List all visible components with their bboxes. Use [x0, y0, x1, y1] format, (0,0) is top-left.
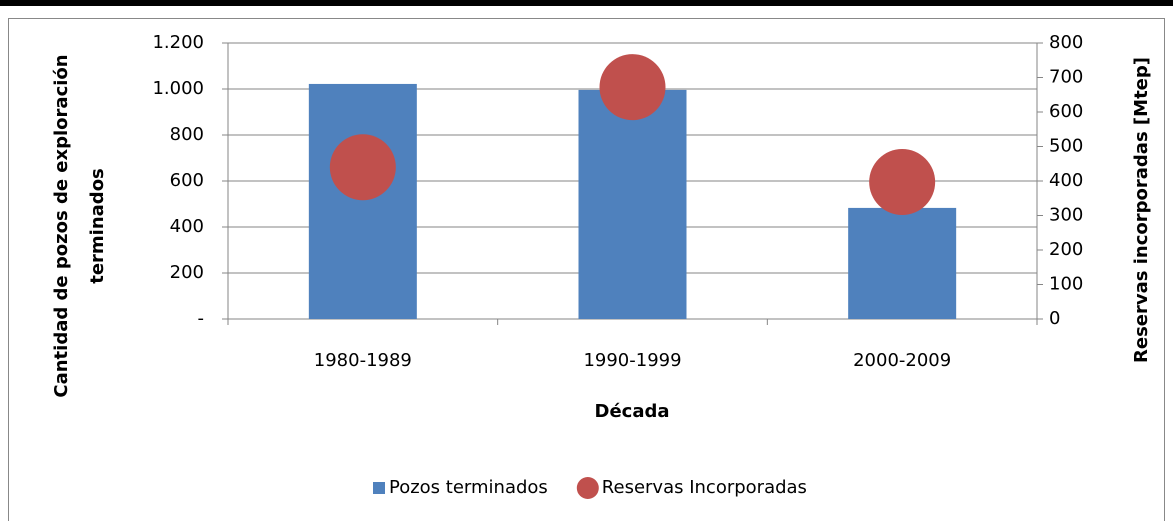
dot: [329, 134, 396, 201]
y2-tick-label: 200: [1049, 239, 1083, 260]
bar: [308, 83, 417, 319]
y-axis-title: Cantidad de pozos de exploración: [51, 54, 72, 397]
x-tick-label: 1990-1999: [583, 350, 681, 371]
legend-swatch: [373, 482, 385, 494]
y2-tick-label: 0: [1049, 308, 1060, 329]
bar: [848, 207, 957, 319]
dot: [869, 149, 936, 216]
legend-swatch: [576, 477, 599, 499]
x-tick-label: 1980-1989: [314, 350, 412, 371]
y2-tick-label: 500: [1049, 136, 1083, 157]
y-tick-label: 200: [170, 262, 204, 283]
y2-tick-label: 300: [1049, 205, 1083, 226]
x-axis-title: Década: [595, 401, 670, 422]
legend-label: Pozos terminados: [389, 477, 548, 498]
y2-tick-label: 400: [1049, 170, 1083, 191]
legend-label: Reservas Incorporadas: [602, 477, 807, 498]
y-axis-title: terminados: [87, 168, 108, 284]
y-tick-label: -: [198, 308, 205, 329]
y2-tick-label: 800: [1049, 32, 1083, 53]
y-tick-label: 1.000: [152, 78, 204, 99]
y-tick-label: 1.200: [152, 32, 204, 53]
y2-tick-label: 100: [1049, 274, 1083, 295]
bar: [578, 89, 687, 319]
y-tick-label: 400: [170, 216, 204, 237]
y-tick-label: 600: [170, 170, 204, 191]
y2-tick-label: 600: [1049, 101, 1083, 122]
y2-axis-title: Reservas incorporadas [Mtep]: [1131, 57, 1152, 363]
y-tick-label: 800: [170, 124, 204, 145]
top-rule: [0, 0, 1173, 6]
dot: [599, 54, 666, 121]
x-tick-label: 2000-2009: [853, 350, 951, 371]
y2-tick-label: 700: [1049, 67, 1083, 88]
